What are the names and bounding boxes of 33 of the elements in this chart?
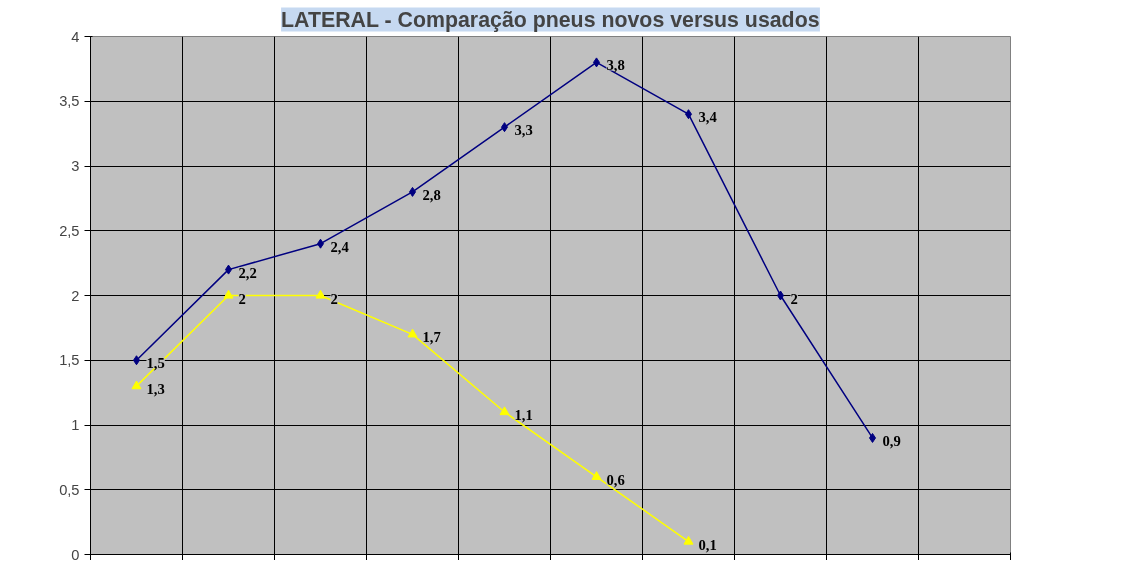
data-label: 3,8	[606, 57, 625, 74]
point	[499, 406, 510, 416]
data-label: 1,5	[146, 355, 165, 372]
data-label: 3,4	[698, 109, 718, 126]
data-label: 2,4	[330, 238, 350, 255]
data-label: 3,3	[514, 122, 533, 139]
data-label: 2,2	[238, 264, 257, 281]
chart-title: LATERAL - Comparação pneus novos versus usados	[281, 7, 820, 32]
data-label: 0,1	[698, 536, 717, 553]
y-tick-label: 2	[71, 287, 80, 304]
data-label: 2	[238, 290, 246, 307]
y-tick-label: 0,5	[59, 481, 80, 498]
y-tick-label: 1	[71, 417, 80, 433]
data-label: 2,8	[422, 186, 441, 203]
point	[131, 380, 142, 390]
point	[223, 289, 234, 299]
y-tick-label: 3,5	[59, 93, 80, 110]
y-tick-label: 4	[71, 28, 80, 45]
data-label: 2	[330, 290, 338, 307]
y-tick-label: 0	[71, 546, 80, 563]
y-tick-label: 1,5	[59, 352, 80, 369]
data-label: 0,9	[882, 432, 901, 449]
data-label: 2	[790, 290, 798, 307]
y-tick-label: 3	[71, 158, 80, 174]
point	[683, 535, 694, 545]
data-label: 0,6	[606, 471, 625, 488]
point	[591, 471, 602, 480]
data-label: 1,7	[422, 329, 441, 346]
point	[407, 328, 418, 338]
data-label: 1,1	[514, 407, 533, 424]
data-label: 1,3	[146, 381, 165, 398]
point	[315, 289, 326, 299]
y-tick-label: 2,5	[59, 222, 80, 239]
